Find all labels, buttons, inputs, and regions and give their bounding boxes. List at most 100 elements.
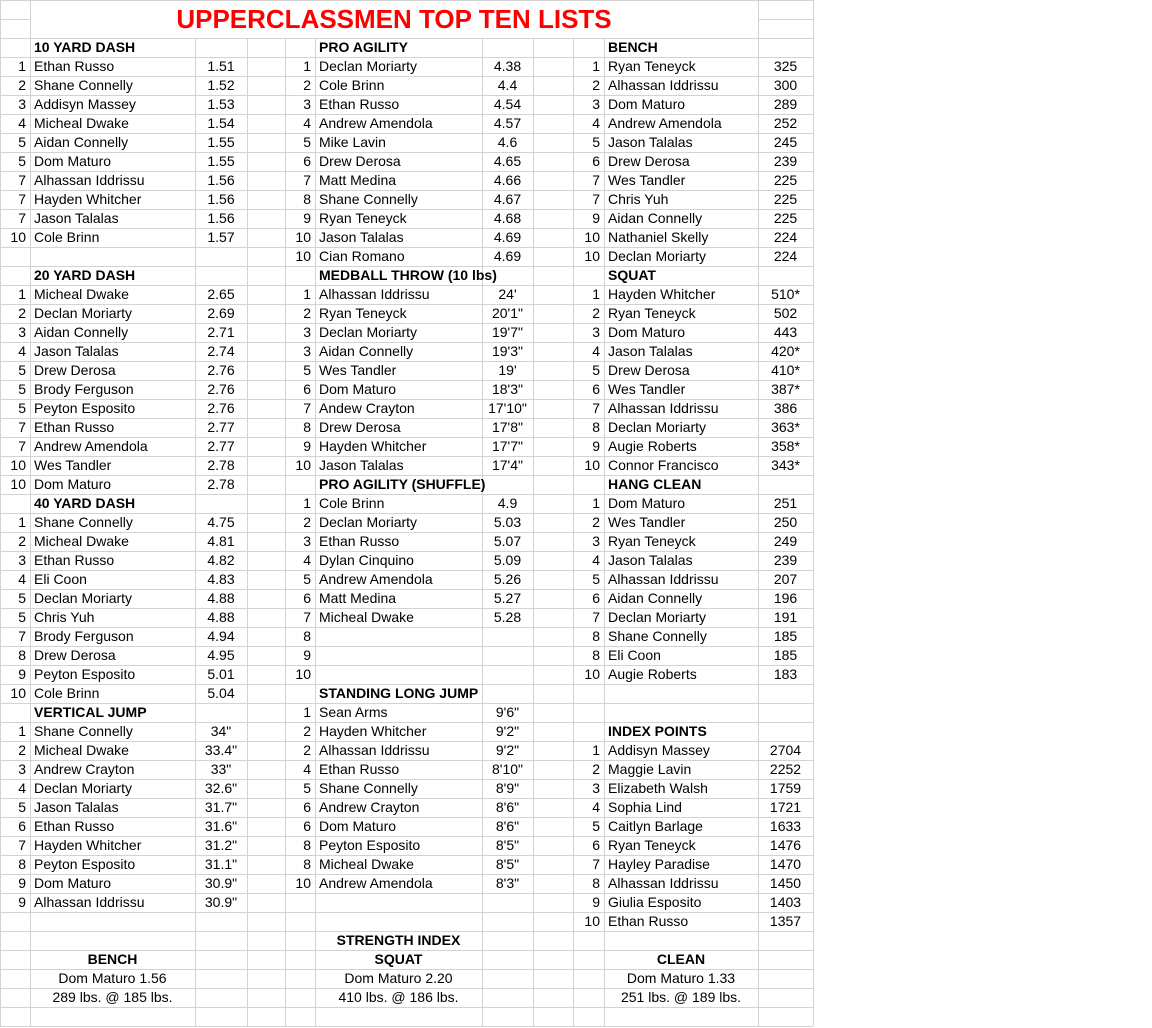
cell-value[interactable]: 1470 [769, 856, 802, 872]
footer-cell[interactable]: BENCH [87, 951, 138, 967]
cell-name[interactable]: Brody Ferguson [34, 381, 134, 397]
cell-name[interactable]: Jason Talalas [34, 799, 119, 815]
cell-rank[interactable]: 1 [18, 723, 26, 739]
cell-value[interactable]: 4.57 [493, 115, 522, 131]
cell-value[interactable]: 363* [771, 419, 800, 435]
cell-name[interactable]: Ethan Russo [319, 761, 400, 777]
cell-name[interactable]: Declan Moriarty [34, 305, 133, 321]
cell-name[interactable]: Shane Connelly [319, 191, 418, 207]
cell-rank[interactable]: 5 [592, 362, 600, 378]
cell-name[interactable]: Ethan Russo [34, 818, 115, 834]
cell-rank[interactable]: 5 [18, 381, 26, 397]
cell-name[interactable]: Wes Tandler [319, 362, 397, 378]
cell-rank[interactable]: 1 [303, 58, 311, 74]
cell-rank[interactable]: 7 [592, 856, 600, 872]
cell-value[interactable]: 19'3" [491, 343, 523, 359]
cell-value[interactable]: 17'10" [488, 400, 527, 416]
cell-value[interactable]: 5.09 [493, 552, 522, 568]
cell-rank[interactable]: 2 [303, 77, 311, 93]
cell-value[interactable]: 2.77 [207, 419, 235, 435]
cell-value[interactable]: 4.67 [493, 191, 522, 207]
cell-rank[interactable]: 7 [303, 609, 311, 625]
cell-rank[interactable]: 3 [18, 324, 26, 340]
cell-name[interactable]: Shane Connelly [34, 77, 133, 93]
cell-name[interactable]: Hayley Paradise [608, 856, 710, 872]
cell-name[interactable]: Peyton Esposito [34, 400, 136, 416]
cell-value[interactable]: 1.56 [207, 210, 235, 226]
footer-cell[interactable]: Dom Maturo 2.20 [344, 970, 453, 986]
cell-rank[interactable]: 6 [303, 590, 311, 606]
cell-name[interactable]: Cole Brinn [319, 77, 385, 93]
cell-name[interactable]: Micheal Dwake [34, 286, 129, 302]
cell-rank[interactable]: 2 [303, 305, 311, 321]
cell-name[interactable]: Drew Derosa [319, 419, 401, 435]
cell-value[interactable]: 420* [771, 343, 800, 359]
cell-value[interactable]: 1633 [769, 818, 802, 834]
cell-value[interactable]: 31.7" [204, 799, 238, 815]
cell-rank[interactable]: 5 [18, 134, 26, 150]
cell-name[interactable]: Drew Derosa [319, 153, 401, 169]
cell-rank[interactable]: 4 [18, 343, 26, 359]
list-header-cell[interactable]: VERTICAL JUMP [34, 704, 147, 720]
cell-value[interactable]: 225 [773, 210, 798, 226]
cell-rank[interactable]: 7 [592, 400, 600, 416]
cell-value[interactable]: 4.54 [493, 96, 522, 112]
cell-rank[interactable]: 4 [303, 761, 311, 777]
cell-name[interactable]: Andrew Crayton [319, 799, 420, 815]
cell-value[interactable]: 30.9" [204, 894, 238, 910]
cell-value[interactable]: 4.75 [207, 514, 235, 530]
cell-name[interactable]: Peyton Esposito [319, 837, 421, 853]
cell-name[interactable]: Nathaniel Skelly [608, 229, 709, 245]
cell-value[interactable]: 4.83 [207, 571, 235, 587]
cell-name[interactable]: Dylan Cinquino [319, 552, 414, 568]
cell-name[interactable]: Alhassan Iddrissu [34, 894, 145, 910]
cell-value[interactable]: 1.56 [207, 172, 235, 188]
cell-name[interactable]: Wes Tandler [608, 172, 686, 188]
cell-value[interactable]: 5.26 [493, 571, 522, 587]
cell-value[interactable]: 4.95 [207, 647, 235, 663]
cell-value[interactable]: 4.69 [493, 229, 522, 245]
cell-rank[interactable]: 9 [303, 438, 311, 454]
cell-rank[interactable]: 3 [303, 343, 311, 359]
cell-name[interactable]: Alhassan Iddrissu [608, 77, 719, 93]
cell-name[interactable]: Aidan Connelly [608, 590, 703, 606]
cell-value[interactable]: 5.28 [493, 609, 522, 625]
cell-name[interactable]: Drew Derosa [34, 647, 116, 663]
cell-rank[interactable]: 9 [18, 894, 26, 910]
cell-rank[interactable]: 9 [18, 666, 26, 682]
cell-value[interactable]: 8'5" [495, 856, 520, 872]
cell-rank[interactable]: 2 [18, 77, 26, 93]
cell-name[interactable]: Giulia Esposito [608, 894, 702, 910]
cell-rank[interactable]: 1 [303, 495, 311, 511]
cell-rank[interactable]: 3 [18, 96, 26, 112]
cell-value[interactable]: 31.2" [204, 837, 238, 853]
cell-value[interactable]: 251 [773, 495, 798, 511]
cell-value[interactable]: 250 [773, 514, 798, 530]
cell-rank[interactable]: 1 [18, 514, 26, 530]
cell-value[interactable]: 1.51 [207, 58, 235, 74]
cell-name[interactable]: Drew Derosa [34, 362, 116, 378]
cell-name[interactable]: Andrew Amendola [34, 438, 148, 454]
cell-name[interactable]: Brody Ferguson [34, 628, 134, 644]
cell-name[interactable]: Wes Tandler [608, 381, 686, 397]
cell-value[interactable]: 9'2" [495, 723, 520, 739]
list-header-cell[interactable]: 40 YARD DASH [34, 495, 136, 511]
cell-value[interactable]: 502 [773, 305, 798, 321]
cell-name[interactable]: Hayden Whitcher [319, 438, 427, 454]
cell-value[interactable]: 2252 [769, 761, 802, 777]
cell-rank[interactable]: 7 [592, 609, 600, 625]
cell-value[interactable]: 2.76 [207, 381, 235, 397]
cell-rank[interactable]: 10 [584, 229, 600, 245]
cell-name[interactable]: Declan Moriarty [608, 248, 707, 264]
cell-name[interactable]: Aidan Connelly [34, 134, 129, 150]
cell-rank[interactable]: 2 [18, 533, 26, 549]
cell-value[interactable] [482, 646, 533, 665]
footer-cell[interactable]: 289 lbs. @ 185 lbs. [52, 989, 173, 1005]
cell-value[interactable]: 4.69 [493, 248, 522, 264]
cell-name[interactable]: Addisyn Massey [34, 96, 136, 112]
cell-value[interactable]: 2.69 [207, 305, 235, 321]
cell-rank[interactable]: 6 [18, 818, 26, 834]
footer-cell[interactable]: 410 lbs. @ 186 lbs. [338, 989, 459, 1005]
cell-name[interactable]: Jason Talalas [608, 552, 693, 568]
cell-value[interactable]: 8'5" [495, 837, 520, 853]
